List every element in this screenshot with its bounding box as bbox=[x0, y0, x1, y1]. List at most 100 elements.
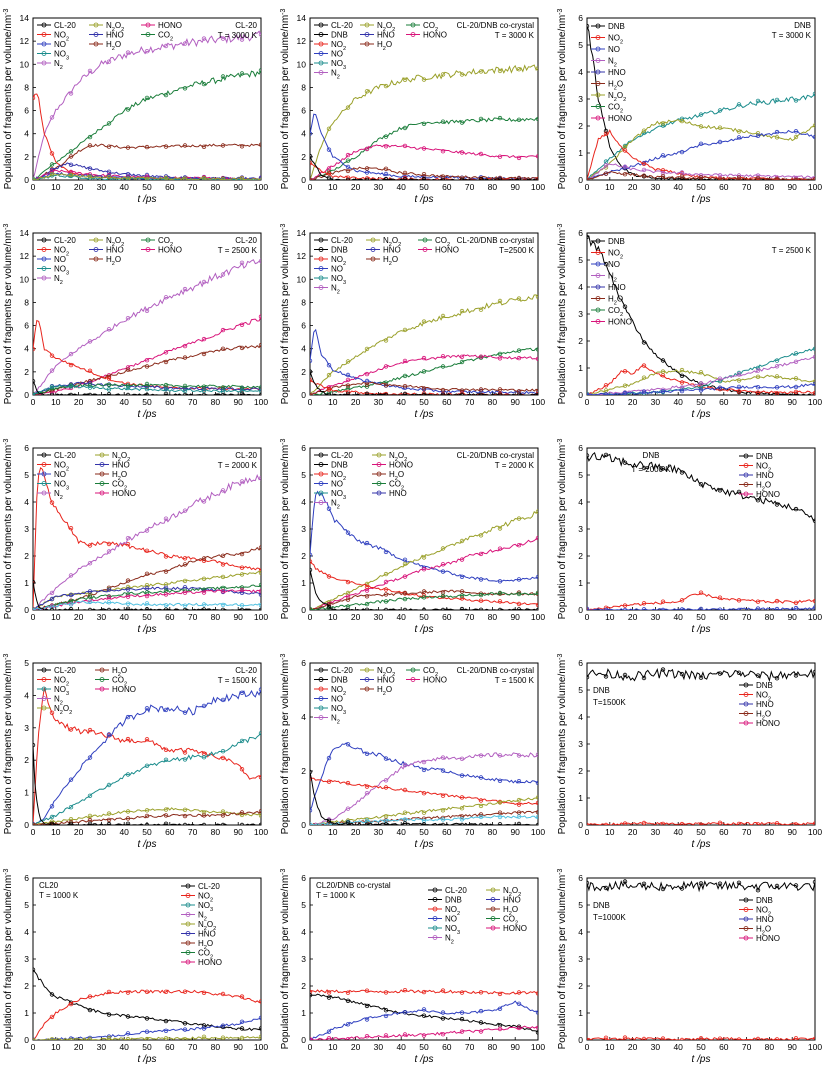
series-marker bbox=[125, 145, 131, 150]
series-marker bbox=[717, 173, 723, 178]
series-marker bbox=[587, 392, 590, 395]
x-tick-label: 40 bbox=[119, 397, 129, 407]
legend-marker bbox=[364, 686, 370, 692]
series-marker bbox=[459, 388, 465, 393]
legend-label: NO2 bbox=[331, 470, 346, 482]
series-marker bbox=[220, 574, 226, 580]
series-marker bbox=[717, 671, 723, 676]
x-axis-label: t /ps bbox=[692, 624, 711, 635]
series-marker bbox=[201, 810, 207, 815]
series-marker bbox=[535, 795, 538, 800]
series-marker bbox=[440, 72, 446, 77]
series-marker bbox=[201, 587, 207, 592]
series-marker bbox=[497, 526, 503, 531]
series-marker bbox=[478, 775, 484, 780]
series-marker bbox=[698, 590, 704, 595]
legend-label: CO2 bbox=[503, 915, 518, 927]
legend-label: NO2 bbox=[608, 249, 623, 261]
x-tick-label: 50 bbox=[142, 827, 152, 837]
series-marker bbox=[717, 376, 723, 381]
x-tick-label: 30 bbox=[651, 182, 661, 192]
series-marker bbox=[220, 143, 226, 148]
x-tick-label: 50 bbox=[696, 182, 706, 192]
panel-temperature: T = 2000 K bbox=[631, 465, 671, 474]
legend-label: CO2 bbox=[435, 236, 450, 248]
series-marker bbox=[68, 162, 74, 167]
legend-marker bbox=[595, 69, 601, 75]
series-marker bbox=[679, 671, 685, 677]
series-line-2 bbox=[310, 354, 538, 395]
series-line-1 bbox=[33, 989, 261, 1040]
x-tick-label: 60 bbox=[165, 397, 175, 407]
series-marker bbox=[87, 994, 93, 999]
legend-marker bbox=[41, 266, 47, 271]
series-marker bbox=[793, 98, 799, 103]
panel-title: CL-20 bbox=[235, 21, 257, 30]
series-marker bbox=[201, 1034, 207, 1039]
x-tick-label: 0 bbox=[308, 182, 313, 192]
x-tick-label: 80 bbox=[211, 612, 221, 622]
series-marker bbox=[33, 346, 36, 352]
series-marker bbox=[310, 769, 313, 775]
legend-marker bbox=[370, 237, 376, 243]
x-tick-label: 50 bbox=[696, 827, 706, 837]
legend-label: DNB bbox=[756, 681, 773, 690]
series-marker bbox=[383, 1013, 389, 1019]
series-marker bbox=[163, 382, 169, 388]
series-marker bbox=[258, 177, 261, 180]
series-marker bbox=[478, 69, 484, 74]
legend-label: DNB bbox=[331, 246, 348, 255]
series-line-0 bbox=[310, 64, 538, 180]
series-marker bbox=[603, 1035, 609, 1040]
series-marker bbox=[459, 308, 465, 314]
x-tick-label: 30 bbox=[651, 397, 661, 407]
series-marker bbox=[163, 1036, 169, 1040]
y-tick-label: 5 bbox=[578, 900, 583, 910]
series-marker bbox=[68, 1037, 74, 1040]
series-marker bbox=[641, 167, 647, 173]
series-marker bbox=[660, 168, 666, 173]
series-marker bbox=[535, 294, 538, 299]
series-marker bbox=[364, 1003, 370, 1009]
legend-marker bbox=[410, 677, 416, 682]
series-marker bbox=[402, 607, 408, 610]
y-tick-label: 5 bbox=[578, 470, 583, 480]
series-marker bbox=[144, 601, 150, 606]
x-tick-label: 20 bbox=[351, 182, 361, 192]
x-tick-label: 60 bbox=[719, 182, 729, 192]
y-axis-label: Population of fragments per volume/nm-3 bbox=[557, 869, 569, 1050]
series-marker bbox=[163, 807, 169, 812]
y-tick-label: 4 bbox=[24, 344, 29, 354]
x-tick-label: 60 bbox=[165, 182, 175, 192]
series-marker bbox=[774, 883, 780, 889]
series-marker bbox=[679, 170, 685, 175]
legend-label: H2O bbox=[503, 905, 518, 917]
series-marker bbox=[603, 163, 609, 168]
x-tick-label: 70 bbox=[188, 182, 198, 192]
series-marker bbox=[603, 607, 609, 610]
series-marker bbox=[459, 1029, 465, 1034]
legend-marker bbox=[185, 883, 191, 889]
series-line-5 bbox=[33, 745, 261, 825]
series-marker bbox=[402, 787, 408, 793]
x-tick-label: 60 bbox=[442, 397, 452, 407]
x-tick-label: 90 bbox=[510, 827, 520, 837]
legend-marker bbox=[93, 256, 99, 262]
series-marker bbox=[755, 390, 761, 395]
series-marker bbox=[239, 603, 245, 608]
series-marker bbox=[49, 596, 55, 602]
legend-marker bbox=[318, 686, 324, 692]
legend-marker bbox=[41, 51, 47, 56]
series-marker bbox=[698, 388, 704, 393]
series-marker bbox=[383, 1033, 389, 1038]
plot-frame bbox=[586, 447, 816, 611]
legend-label: HONO bbox=[756, 490, 780, 499]
series-marker bbox=[163, 43, 169, 49]
series-marker bbox=[440, 354, 446, 359]
series-marker bbox=[459, 814, 465, 819]
series-marker bbox=[68, 805, 74, 810]
series-marker bbox=[49, 353, 55, 358]
series-marker bbox=[641, 128, 647, 133]
x-tick-label: 20 bbox=[628, 1042, 638, 1052]
series-marker bbox=[310, 822, 313, 825]
